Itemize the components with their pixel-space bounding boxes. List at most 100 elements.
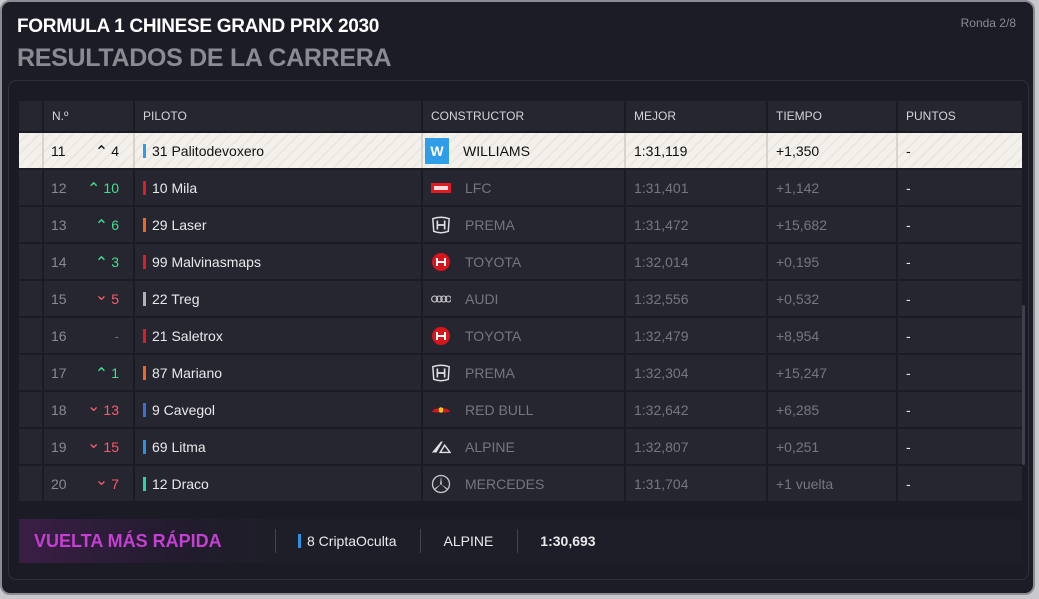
constructor-name: WILLIAMS xyxy=(463,142,530,159)
table-row[interactable]: 16-21 Saletrox TOYOTA 1:32,479 +8,954- xyxy=(19,318,1022,353)
driver-name: 9 Cavegol xyxy=(152,401,216,418)
position-change: ⌄ 5 xyxy=(89,286,133,307)
position-change-value: 1 xyxy=(111,364,119,381)
chevron-down-icon: ⌄ xyxy=(94,286,109,304)
constructor-name: TOYOTA xyxy=(465,327,522,344)
team-color-bar xyxy=(298,534,301,548)
row-spacer xyxy=(19,133,44,168)
page-subtitle: RESULTADOS DE LA CARRERA xyxy=(17,44,392,72)
constructor-cell: PREMA xyxy=(423,207,626,242)
table-row[interactable]: 15 ⌄ 5 22 Treg AUDI 1:32,556 +0,532- xyxy=(19,281,1022,316)
table-row[interactable]: 13 ⌃ 6 29 Laser PREMA 1:31,472 +15,682- xyxy=(19,207,1022,242)
best-lap-cell: 1:32,014 xyxy=(626,244,768,279)
position-change: ⌃ 3 xyxy=(89,253,133,272)
row-spacer xyxy=(19,429,44,464)
constructor-name: TOYOTA xyxy=(465,253,522,270)
table-row[interactable]: 12 ⌃ 10 10 Mila LFC 1:31,401 +1,142- xyxy=(19,170,1022,205)
williams-logo-icon: W xyxy=(425,137,449,164)
table-row[interactable]: 19 ⌄ 15 69 Litma ALPINE 1:32,807 +0,251- xyxy=(19,429,1022,464)
race-title: FORMULA 1 CHINESE GRAND PRIX 2030 xyxy=(17,16,380,37)
fastest-lap-driver: 8 CriptaOculta xyxy=(276,533,420,549)
driver-cell: 31 Palitodevoxero xyxy=(135,133,423,168)
round-indicator: Ronda 2/8 xyxy=(960,16,1016,30)
position-change-value: 10 xyxy=(103,179,119,196)
team-color-bar xyxy=(143,476,146,491)
gap-time-cell: +0,195 xyxy=(768,244,898,279)
points-cell: - xyxy=(906,253,911,270)
position-change-value: 4 xyxy=(111,142,119,159)
row-spacer xyxy=(19,281,44,316)
chevron-up-icon: ⌃ xyxy=(94,217,109,235)
team-color-bar xyxy=(143,143,146,158)
header-constructor: CONSTRUCTOR xyxy=(423,101,626,131)
position-number: 11 xyxy=(51,142,66,159)
row-spacer xyxy=(19,466,44,501)
position-cell: 15 ⌄ 5 xyxy=(44,281,135,316)
best-lap-cell: 1:31,472 xyxy=(626,207,768,242)
position-number: 14 xyxy=(51,253,67,270)
audi-logo-icon xyxy=(431,288,451,310)
driver-name: 12 Draco xyxy=(152,475,209,492)
header-points: PUNTOS xyxy=(906,109,956,123)
redbull-logo-icon xyxy=(431,399,451,421)
position-change-value: 5 xyxy=(111,290,119,307)
table-row[interactable]: 14 ⌃ 3 99 Malvinasmaps TOYOTA 1:32,014 +0,195- xyxy=(19,244,1022,279)
position-change-value: 7 xyxy=(111,475,119,492)
driver-name: 69 Litma xyxy=(152,438,206,455)
constructor-cell: PREMA xyxy=(423,355,626,390)
driver-cell: 21 Saletrox xyxy=(135,318,423,353)
points-cell: - xyxy=(906,179,911,196)
constructor-cell: RED BULL xyxy=(423,392,626,427)
points-cell: - xyxy=(906,216,911,233)
position-number: 13 xyxy=(51,216,67,233)
driver-name: 99 Malvinasmaps xyxy=(152,253,261,270)
table-header: N.º PILOTO CONSTRUCTOR MEJOR TIEMPO PUNT… xyxy=(19,101,1022,131)
table-row[interactable]: 18 ⌄ 13 9 Cavegol RED BULL 1:32,642 +6,285- xyxy=(19,392,1022,427)
haas-logo-icon xyxy=(431,251,451,273)
position-change: ⌃ 1 xyxy=(89,364,133,383)
position-cell: 20 ⌄ 7 xyxy=(44,466,135,501)
gap-time-cell: +1 vuelta xyxy=(768,466,898,501)
best-lap-cell: 1:31,401 xyxy=(626,170,768,205)
gap-time-cell: +6,285 xyxy=(768,392,898,427)
gap-time-cell: +0,251 xyxy=(768,429,898,464)
chevron-down-icon: ⌄ xyxy=(94,471,109,489)
honda-logo-icon xyxy=(431,362,451,384)
position-number: 18 xyxy=(51,401,67,418)
position-change-value: 15 xyxy=(103,438,119,455)
team-color-bar xyxy=(143,254,146,269)
scrollbar[interactable] xyxy=(1022,305,1025,465)
table-row[interactable]: 17 ⌃ 1 87 Mariano PREMA 1:32,304 +15,247- xyxy=(19,355,1022,390)
points-cell: - xyxy=(906,290,911,307)
position-change: - xyxy=(89,328,133,344)
constructor-name: PREMA xyxy=(465,216,515,233)
position-cell: 12 ⌃ 10 xyxy=(44,170,135,205)
team-color-bar xyxy=(143,328,146,343)
header-position: N.º xyxy=(44,101,135,131)
header-time: TIEMPO xyxy=(768,101,898,131)
points-cell: - xyxy=(906,327,911,344)
alpine-logo-icon xyxy=(431,436,451,458)
table-row[interactable]: 20 ⌄ 7 12 Draco MERCEDES 1:31,704 +1 vuelta - xyxy=(19,466,1022,501)
position-cell: 14 ⌃ 3 xyxy=(44,244,135,279)
driver-cell: 29 Laser xyxy=(135,207,423,242)
row-spacer xyxy=(19,392,44,427)
position-change: ⌃ 6 xyxy=(89,216,133,235)
constructor-name: PREMA xyxy=(465,364,515,381)
table-body: 11 ⌃ 4 31 Palitodevoxero W WILLIAMS 1:31,119 +1… xyxy=(19,133,1022,501)
position-cell: 16 - xyxy=(44,318,135,353)
chevron-up-icon: ⌃ xyxy=(94,143,109,161)
constructor-cell: LFC xyxy=(423,170,626,205)
divider xyxy=(420,529,422,553)
chevron-down-icon: ⌄ xyxy=(87,434,101,452)
divider xyxy=(517,529,519,553)
best-lap-cell: 1:32,642 xyxy=(626,392,768,427)
lfc-logo-icon xyxy=(431,177,451,199)
position-number: 19 xyxy=(51,438,67,455)
position-cell: 13 ⌃ 6 xyxy=(44,207,135,242)
divider xyxy=(275,529,276,553)
team-color-bar xyxy=(143,365,146,380)
table-row[interactable]: 11 ⌃ 4 31 Palitodevoxero W WILLIAMS 1:31,119 +1… xyxy=(19,133,1022,168)
constructor-cell: TOYOTA xyxy=(423,318,626,353)
driver-cell: 9 Cavegol xyxy=(135,392,423,427)
